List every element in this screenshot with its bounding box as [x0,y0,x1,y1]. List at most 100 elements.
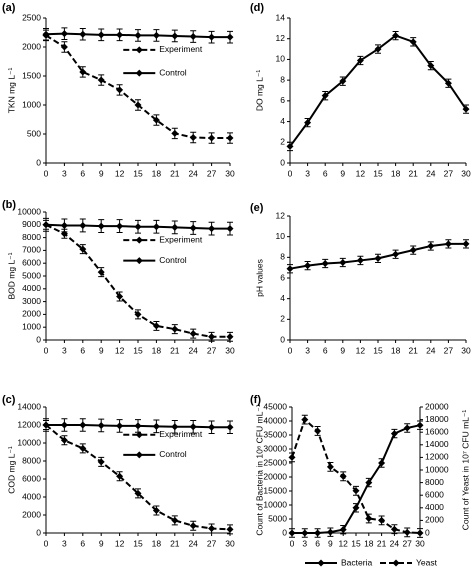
x-tick-label: 18 [152,168,162,178]
x-tick-label: 15 [373,168,383,178]
x-tick-label: 6 [315,538,320,548]
point [42,221,50,229]
point [288,453,296,461]
y-tick-label: 10000 [263,499,287,509]
point [171,223,179,231]
y2-tick-label: 6000 [425,489,444,499]
y2-tick-label: 8000 [425,477,444,487]
x-tick-label: 9 [99,168,104,178]
y-tick-label: 6 [280,95,285,105]
y-tick-label: 2000 [22,41,41,51]
point [79,221,87,229]
y-tick-label: 5000 [22,270,41,280]
point [79,30,87,38]
point [116,86,124,94]
y-tick-label: 8 [280,74,285,84]
point [339,472,347,480]
y-tick-label: 4 [280,293,285,303]
y-tick-label: 4000 [22,491,41,501]
legend-marker [135,69,143,77]
y-axis-label: pH values [254,259,264,297]
x-tick-label: 3 [62,168,67,178]
y-tick-label: 8000 [22,455,41,465]
point [171,423,179,431]
x-tick-label: 6 [80,538,85,548]
y-tick-label: 10000 [17,206,41,216]
x-tick-label: 12 [115,345,125,355]
x-tick-label: 27 [402,538,412,548]
point [226,225,234,233]
y-tick-label: 14 [276,12,286,22]
y-tick-label: 6 [280,272,285,282]
point [79,421,87,429]
panel-label: (d) [250,2,264,14]
point [365,515,373,523]
x-tick-label: 9 [99,345,104,355]
y-axis-label: BOD mg L⁻¹ [6,252,16,299]
x-tick-label: 0 [44,538,49,548]
point [288,529,296,537]
point [171,516,179,524]
y-tick-label: 15000 [263,485,287,495]
y-tick-label: 8 [280,252,285,262]
point [152,31,160,39]
point [97,31,105,39]
y-tick-label: 1000 [22,321,41,331]
y-tick-label: 30000 [263,443,287,453]
point [152,507,160,514]
point [97,76,105,84]
point [326,463,334,471]
x-tick-label: 27 [207,345,217,355]
x-tick-label: 3 [62,538,67,548]
legend-marker [135,236,143,244]
y-tick-label: 14000 [17,401,41,411]
y-tick-label: 2 [280,314,285,324]
x-tick-label: 12 [356,168,366,178]
point [301,529,309,537]
point [189,33,197,41]
x-tick-label: 24 [188,345,198,355]
x-tick-label: 6 [80,168,85,178]
y-tick-label: 12000 [17,419,41,429]
x-tick-label: 30 [225,168,235,178]
point [60,30,68,38]
x-tick-label: 21 [408,345,418,355]
y-tick-label: 0 [280,334,285,344]
point [116,472,124,480]
y2-tick-label: 0 [425,527,430,537]
x-tick-label: 30 [225,538,235,548]
x-tick-label: 21 [170,345,180,355]
point [286,265,294,273]
y-tick-label: 40000 [263,415,287,425]
point [79,444,87,452]
point [42,421,50,429]
panel-label: (c) [2,394,16,406]
point [134,31,142,39]
legend-label: Experiment [159,429,203,439]
x-tick-label: 0 [290,538,295,548]
legend-label: Experiment [159,44,203,54]
y2-tick-label: 4000 [425,502,444,512]
x-tick-label: 24 [426,345,436,355]
y-tick-label: 0 [36,157,41,167]
point [116,31,124,39]
x-tick-label: 21 [377,538,387,548]
point [226,134,234,142]
x-tick-label: 24 [426,168,436,178]
series-line [45,424,231,531]
point [226,33,234,41]
point [60,436,68,444]
y-tick-label: 35000 [263,429,287,439]
point [97,268,105,276]
legend-marker [135,46,143,54]
x-tick-label: 27 [207,168,217,178]
point [60,221,68,229]
point [416,421,424,429]
legend-label: Bacteria [341,557,372,567]
point [286,142,294,150]
legend-label: Yeast [416,557,438,567]
point [462,105,470,113]
x-tick-label: 0 [288,168,293,178]
point [444,79,452,87]
panel-label: (a) [2,2,16,14]
